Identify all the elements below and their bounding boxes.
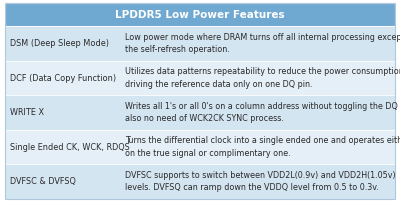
Bar xyxy=(5,61,395,95)
Bar xyxy=(5,164,395,199)
Text: Single Ended CK, WCK, RDQS: Single Ended CK, WCK, RDQS xyxy=(10,143,129,152)
Text: LPDDR5 Low Power Features: LPDDR5 Low Power Features xyxy=(115,10,285,20)
Text: DSM (Deep Sleep Mode): DSM (Deep Sleep Mode) xyxy=(10,39,109,48)
Bar xyxy=(5,3,395,26)
Text: DVFSC & DVFSQ: DVFSC & DVFSQ xyxy=(10,177,76,186)
Text: WRITE X: WRITE X xyxy=(10,108,44,117)
Bar xyxy=(5,130,395,164)
Bar xyxy=(5,26,395,61)
Text: DCF (Data Copy Function): DCF (Data Copy Function) xyxy=(10,74,116,83)
Text: Utilizes data patterns repeatability to reduce the power consumption by
driving : Utilizes data patterns repeatability to … xyxy=(125,67,400,89)
Text: DVFSC supports to switch between VDD2L(0.9v) and VDD2H(1.05v)
levels. DVFSQ can : DVFSC supports to switch between VDD2L(0… xyxy=(125,171,395,193)
Text: Low power mode where DRAM turns off all internal processing except
the self-refr: Low power mode where DRAM turns off all … xyxy=(125,33,400,54)
Text: Turns the differential clock into a single ended one and operates either
on the : Turns the differential clock into a sing… xyxy=(125,136,400,158)
Bar xyxy=(5,95,395,130)
Text: Writes all 1's or all 0's on a column address without toggling the DQ bus
also n: Writes all 1's or all 0's on a column ad… xyxy=(125,102,400,123)
